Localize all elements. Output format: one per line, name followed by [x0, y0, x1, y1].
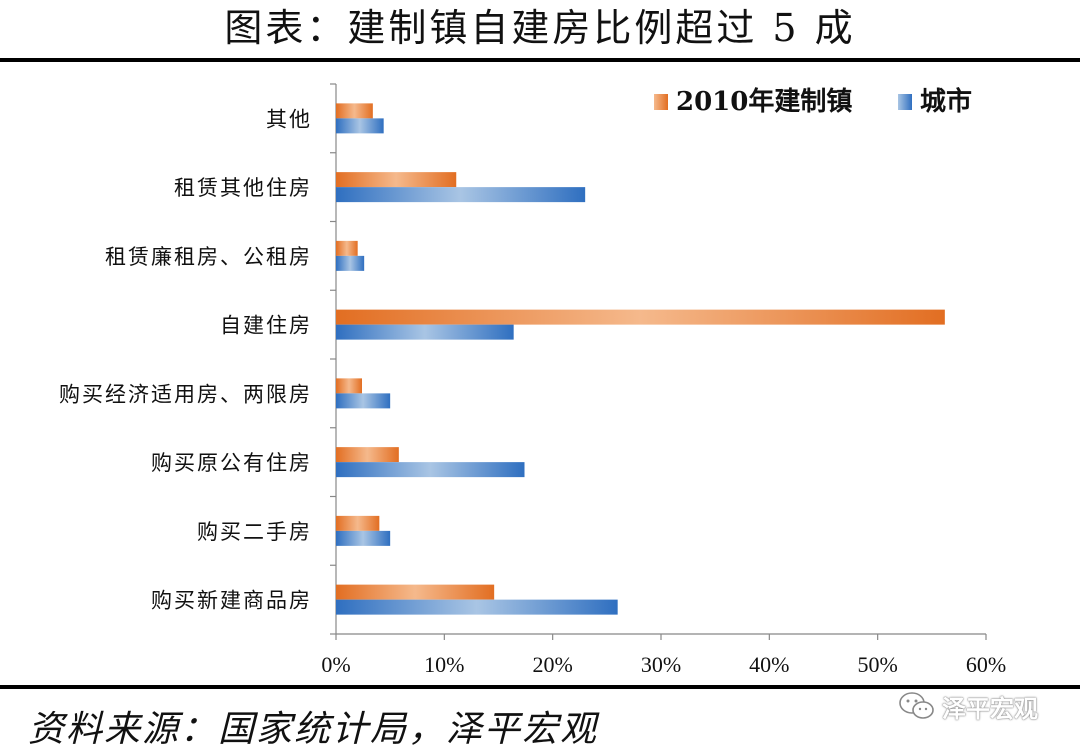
- category-label: 租赁廉租房、公租房: [105, 245, 312, 269]
- bar-city: [336, 462, 525, 478]
- bottom-rule: [0, 685, 1080, 689]
- x-tick-label: 60%: [966, 652, 1006, 677]
- bar-city: [336, 599, 618, 615]
- x-tick-label: 50%: [858, 652, 898, 677]
- bar-town: [336, 240, 358, 256]
- bar-city: [336, 393, 391, 409]
- x-tick-label: 20%: [533, 652, 573, 677]
- bar-town: [336, 103, 373, 119]
- bar-town: [336, 584, 495, 600]
- category-label: 购买二手房: [197, 520, 312, 544]
- bar-town: [336, 309, 945, 325]
- bar-town: [336, 172, 457, 188]
- page-title: 图表：建制镇自建房比例超过 5 成: [224, 6, 856, 50]
- category-label: 自建住房: [220, 314, 312, 338]
- bar-chart: 其他租赁其他住房租赁廉租房、公租房自建住房购买经济适用房、两限房购买原公有住房购…: [59, 83, 1006, 677]
- x-tick-label: 0%: [321, 652, 350, 677]
- category-label: 购买原公有住房: [151, 451, 312, 475]
- bar-town: [336, 378, 362, 394]
- bar-city: [336, 255, 365, 271]
- top-rule: [0, 58, 1080, 62]
- category-label: 租赁其他住房: [174, 176, 312, 200]
- legend-label: 2010年建制镇: [676, 86, 852, 117]
- bar-town: [336, 515, 380, 531]
- watermark: 泽平宏观: [898, 688, 1038, 724]
- source-note: 资料来源：国家统计局，泽平宏观: [28, 709, 599, 750]
- x-tick-label: 10%: [424, 652, 464, 677]
- bar-city: [336, 324, 514, 340]
- bar-city: [336, 530, 391, 546]
- wechat-icon: [899, 692, 934, 719]
- legend-swatch: [654, 94, 668, 110]
- x-tick-label: 30%: [641, 652, 681, 677]
- legend-swatch: [898, 94, 912, 110]
- category-label: 购买经济适用房、两限房: [59, 382, 312, 406]
- category-label: 其他: [266, 107, 312, 131]
- watermark-text: 泽平宏观: [942, 694, 1038, 723]
- legend-label: 城市: [920, 86, 972, 117]
- bar-town: [336, 447, 399, 463]
- bar-city: [336, 118, 384, 134]
- category-label: 购买新建商品房: [151, 589, 312, 613]
- bar-city: [336, 187, 586, 203]
- x-tick-label: 40%: [749, 652, 789, 677]
